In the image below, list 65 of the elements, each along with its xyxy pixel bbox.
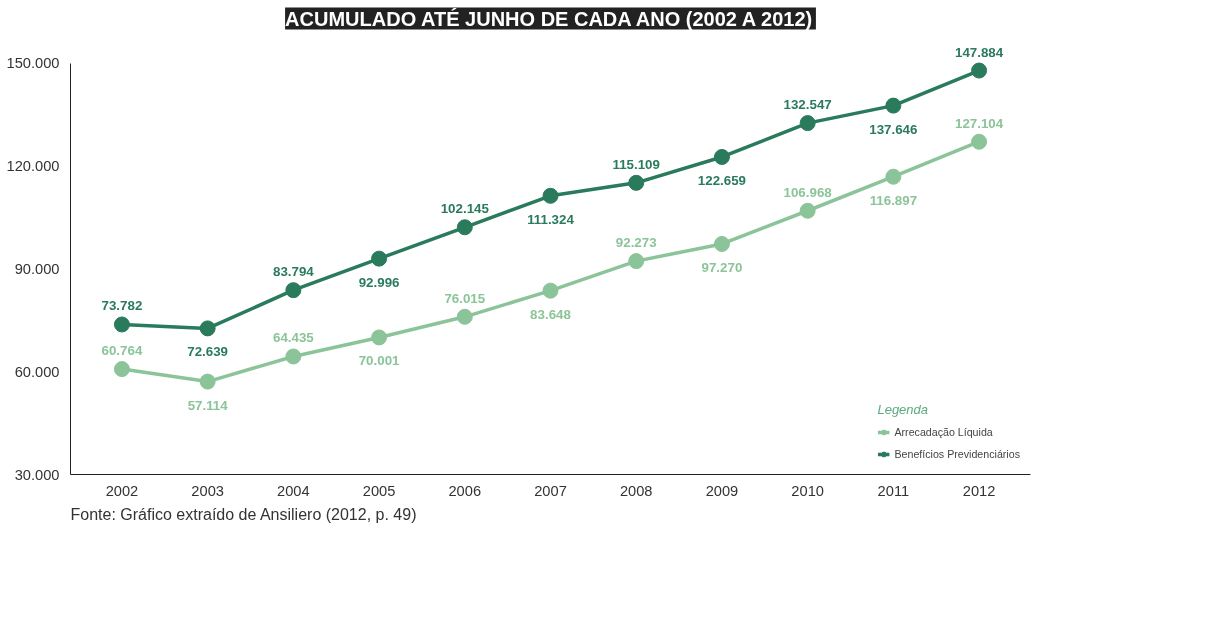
point	[113, 316, 130, 333]
point	[971, 133, 988, 150]
data-label: 83.648	[530, 306, 571, 322]
x-tick-label: 2011	[877, 482, 910, 499]
point	[885, 97, 902, 114]
x-tick-label: 2009	[705, 482, 739, 499]
point	[542, 187, 559, 204]
point	[199, 320, 216, 337]
data-label: 111.324	[527, 211, 575, 227]
x-tick-label: 2006	[448, 482, 482, 499]
x-tick-label: 2012	[962, 482, 996, 499]
x-tick-label: 2010	[791, 482, 824, 499]
data-label: 92.996	[358, 274, 400, 290]
legend-title: Legenda	[877, 402, 930, 417]
data-label: 102.145	[440, 201, 490, 217]
source-note: Fonte: Gráfico extraído de Ansiliero (2012, p. 49)	[70, 505, 417, 523]
data-label: 116.897	[869, 192, 918, 208]
point	[628, 253, 645, 270]
point	[113, 361, 130, 378]
data-label: 132.547	[783, 97, 832, 113]
data-label: 122.659	[697, 172, 747, 188]
point	[285, 282, 302, 299]
data-label: 72.639	[187, 344, 229, 360]
data-label: 115.109	[612, 156, 660, 172]
point	[456, 219, 473, 236]
y-tick-label: 90.000	[14, 260, 60, 277]
data-label: 70.001	[358, 353, 401, 369]
data-label: 147.884	[954, 44, 1004, 60]
data-label: 60.764	[101, 343, 143, 359]
x-tick-label: 2002	[105, 482, 139, 499]
point	[542, 282, 559, 299]
data-label: 97.270	[701, 259, 743, 275]
legend-label: Benefícios Previdenciários	[894, 448, 1020, 460]
x-tick-label: 2007	[534, 482, 567, 499]
point	[199, 373, 216, 390]
point	[628, 174, 645, 191]
x-tick-label: 2005	[362, 482, 396, 499]
data-label: 137.646	[869, 121, 918, 137]
data-label: 73.782	[101, 298, 143, 314]
legend-label: Arrecadação Líquida	[894, 426, 993, 438]
data-label: 83.794	[272, 264, 315, 280]
data-label: 64.435	[272, 330, 315, 346]
point	[971, 62, 988, 79]
y-tick-label: 150.000	[6, 55, 60, 72]
x-tick-label: 2004	[277, 482, 310, 499]
point	[456, 308, 473, 325]
point	[885, 168, 902, 185]
data-label: 106.968	[783, 184, 832, 200]
point	[285, 348, 302, 365]
y-tick-label: 120.000	[6, 158, 60, 175]
data-label: 76.015	[444, 290, 486, 306]
point	[371, 250, 388, 267]
point	[713, 148, 730, 165]
point	[799, 202, 816, 219]
data-label: 127.104	[954, 115, 1004, 131]
point	[799, 115, 816, 132]
y-tick-label: 30.000	[14, 466, 60, 483]
x-tick-label: 2008	[619, 482, 653, 499]
x-tick-label: 2003	[191, 482, 224, 499]
chart-title: ACUMULADO ATÉ JUNHO DE CADA ANO (2002 A 2012)	[285, 7, 813, 30]
data-label: 92.273	[615, 235, 657, 251]
data-label: 57.114	[187, 397, 229, 413]
point	[371, 329, 388, 346]
y-tick-label: 60.000	[14, 363, 60, 380]
point	[713, 235, 730, 252]
